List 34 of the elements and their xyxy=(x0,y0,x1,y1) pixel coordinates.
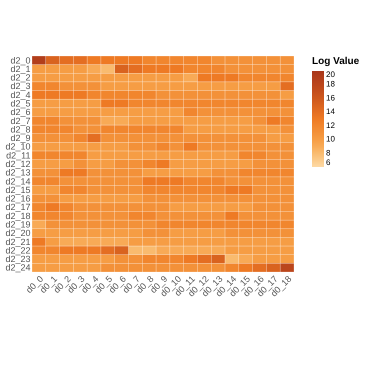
y-tick-label: d2_6 xyxy=(10,107,30,118)
y-tick-label: d2_18 xyxy=(5,210,30,221)
color-bar-label: 12 xyxy=(326,120,336,130)
y-tick-label: d2_1 xyxy=(10,64,30,74)
color-bar-label: 20 xyxy=(326,70,336,79)
y-tick-label: d2_9 xyxy=(10,133,30,144)
color-bar-label: 10 xyxy=(326,134,336,144)
y-tick-label: d2_11 xyxy=(6,150,30,160)
y-tick-label: d2_4 xyxy=(10,90,30,100)
y-tick-label: d2_0 xyxy=(10,55,30,66)
y-tick-label: d2_23 xyxy=(5,254,30,264)
y-tick-label: d2_21 xyxy=(5,236,30,247)
y-tick-label: d2_13 xyxy=(5,168,30,178)
y-tick-label: d2_10 xyxy=(5,142,30,152)
y-tick-label: d2_16 xyxy=(5,194,30,204)
y-tick-label: d2_8 xyxy=(10,124,30,134)
y-tick-label: d2_24 xyxy=(5,262,30,273)
y-tick-label: d2_14 xyxy=(5,176,30,186)
y-tick-label: d2_17 xyxy=(5,202,30,212)
color-bar-label: 6 xyxy=(326,158,331,167)
color-bar-label: 16 xyxy=(326,93,336,102)
y-tick-label: d2_22 xyxy=(5,245,30,256)
y-tick-label: d2_3 xyxy=(10,81,30,92)
y-tick-label: d2_7 xyxy=(10,116,30,126)
y-tick-label: d2_20 xyxy=(5,228,30,238)
legend-title: Log Value xyxy=(312,56,360,67)
y-tick-label: d2_15 xyxy=(5,184,30,195)
color-bar-label: 14 xyxy=(326,107,336,116)
color-bar-label: 8 xyxy=(326,148,331,158)
y-tick-label: d2_5 xyxy=(10,98,30,109)
y-tick-label: d2_19 xyxy=(5,219,30,230)
y-tick-label: d2_12 xyxy=(5,159,30,169)
y-tick-label: d2_2 xyxy=(10,72,30,83)
color-bar-label: 18 xyxy=(326,80,336,89)
